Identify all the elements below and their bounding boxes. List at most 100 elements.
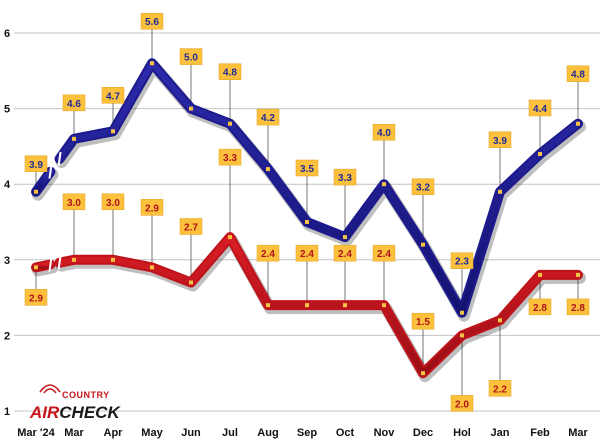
blue-series-point — [538, 151, 542, 156]
blue-series-label-box — [450, 252, 474, 269]
axis-break-mark — [48, 164, 53, 179]
blue-series-label-box — [24, 155, 48, 173]
red-series-label-box — [488, 380, 512, 397]
red-series-data-label: 2.7 — [184, 222, 198, 233]
blue-series-label-box — [333, 168, 357, 186]
blue-series-highlight — [33, 168, 54, 195]
blue-series-point — [576, 121, 580, 126]
red-series-label-box — [566, 298, 590, 316]
blue-series-data-label: 4.4 — [533, 104, 547, 115]
red-series-point — [382, 303, 386, 308]
blue-series-label-box — [372, 123, 396, 141]
y-tick-label: 4 — [4, 179, 11, 191]
y-tick-label: 5 — [4, 104, 10, 116]
blue-series-data-label: 4.8 — [571, 70, 585, 81]
x-tick-label: Jul — [222, 427, 238, 439]
x-axis: Mar '24 Mar Apr May Jun Jul Aug Sep Oct Nov Dec Hol… — [17, 427, 588, 439]
red-series-point — [189, 280, 193, 285]
blue-series-label-box — [411, 178, 435, 195]
x-tick-label: May — [141, 427, 163, 439]
signal-waves-icon — [39, 384, 61, 394]
red-series-data-label: 1.5 — [416, 317, 430, 328]
x-tick-label: Jan — [491, 427, 510, 439]
red-series-highlight — [33, 261, 54, 271]
blue-series-data-label: 5.0 — [184, 53, 198, 64]
data-labels: 3.9 4.6 4.7 5.6 5.0 4.8 4.2 3.5 3.3 4.0 3.2 2.3 3.9 4… — [24, 12, 590, 412]
red-series-data-label: 2.8 — [533, 303, 547, 314]
red-series-data-label: 2.8 — [571, 303, 585, 314]
red-series-data-label: 2.4 — [338, 249, 352, 260]
blue-series-point — [266, 167, 270, 172]
blue-series-data-label: 3.9 — [493, 136, 507, 147]
red-series-point — [228, 235, 232, 240]
red-series-point — [498, 318, 502, 323]
blue-series-data-label: 5.6 — [145, 17, 159, 28]
blue-series-label-box — [528, 99, 552, 117]
blue-series-data-label: 4.2 — [261, 113, 275, 124]
blue-series-point — [305, 220, 309, 224]
blue-series-point — [189, 106, 193, 111]
label-leader-lines — [35, 29, 579, 396]
x-tick-label: Mar '24 — [17, 427, 55, 439]
blue-series-data-label: 4.8 — [223, 68, 237, 79]
blue-series-point — [421, 242, 425, 247]
red-series-point — [34, 265, 38, 270]
blue-series-data-label: 4.6 — [67, 99, 81, 110]
red-series-label-box — [450, 395, 474, 412]
red-series-label-box — [140, 199, 164, 216]
x-tick-label: Mar — [64, 427, 84, 439]
blue-series-label-box — [140, 12, 164, 30]
blue-series-label-box — [256, 108, 280, 126]
blue-series-label-box — [488, 131, 512, 149]
logo-line2: AIRCHECK — [29, 403, 121, 422]
red-series-label-box — [62, 193, 86, 211]
red-series-point — [343, 303, 347, 308]
axis-break-mark — [57, 151, 62, 167]
red-series-data-label: 2.4 — [300, 249, 314, 260]
red-series-data-label: 2.4 — [261, 249, 275, 260]
blue-series-point — [34, 189, 38, 194]
blue-series-point — [111, 129, 115, 134]
red-series-data-label: 2.9 — [145, 203, 159, 214]
x-tick-label: Jun — [181, 427, 201, 439]
x-tick-label: Hol — [453, 427, 471, 439]
red-series-label-box — [101, 193, 125, 211]
blue-series-point — [228, 121, 232, 126]
blue-series-data-label: 3.9 — [29, 160, 43, 171]
red-series-data-label: 2.2 — [493, 384, 507, 395]
blue-series-point — [150, 61, 154, 66]
y-tick-label: 3 — [4, 255, 10, 267]
x-tick-label: Oct — [336, 427, 355, 439]
blue-series-data-label: 3.2 — [416, 183, 430, 194]
x-tick-label: Mar — [568, 427, 588, 439]
y-axis: 1 2 3 4 5 6 — [4, 28, 11, 418]
blue-series-data-label: 4.7 — [106, 91, 120, 102]
red-series-label-box — [372, 244, 396, 262]
blue-series-point — [343, 235, 347, 240]
blue-series-point — [498, 189, 502, 194]
red-series-point — [305, 303, 309, 308]
blue-series-data-label: 3.5 — [300, 164, 314, 175]
logo-line1: COUNTRY — [62, 390, 110, 400]
axis-break-mark — [48, 257, 53, 272]
blue-series-point — [460, 310, 464, 315]
red-series-label-box — [256, 244, 280, 262]
red-series-label-box — [179, 218, 203, 235]
red-series-point — [460, 333, 464, 338]
red-series-data-label: 3.3 — [223, 153, 237, 164]
axis-break-mark — [57, 255, 62, 270]
red-series-data-label: 3.0 — [67, 198, 81, 209]
red-series-label-box — [218, 148, 242, 166]
blue-series-label-box — [295, 159, 319, 177]
blue-series-label-box — [218, 63, 242, 80]
red-series-point — [576, 272, 580, 277]
red-series-data-label: 2.4 — [377, 249, 391, 260]
blue-series-label-box — [101, 87, 125, 104]
blue-series-data-label: 4.0 — [377, 128, 391, 139]
red-series-point — [421, 371, 425, 376]
red-series-label-box — [528, 298, 552, 316]
red-series-label-box — [295, 244, 319, 262]
blue-series-label-box — [179, 48, 203, 65]
red-series-label-box — [411, 312, 435, 330]
